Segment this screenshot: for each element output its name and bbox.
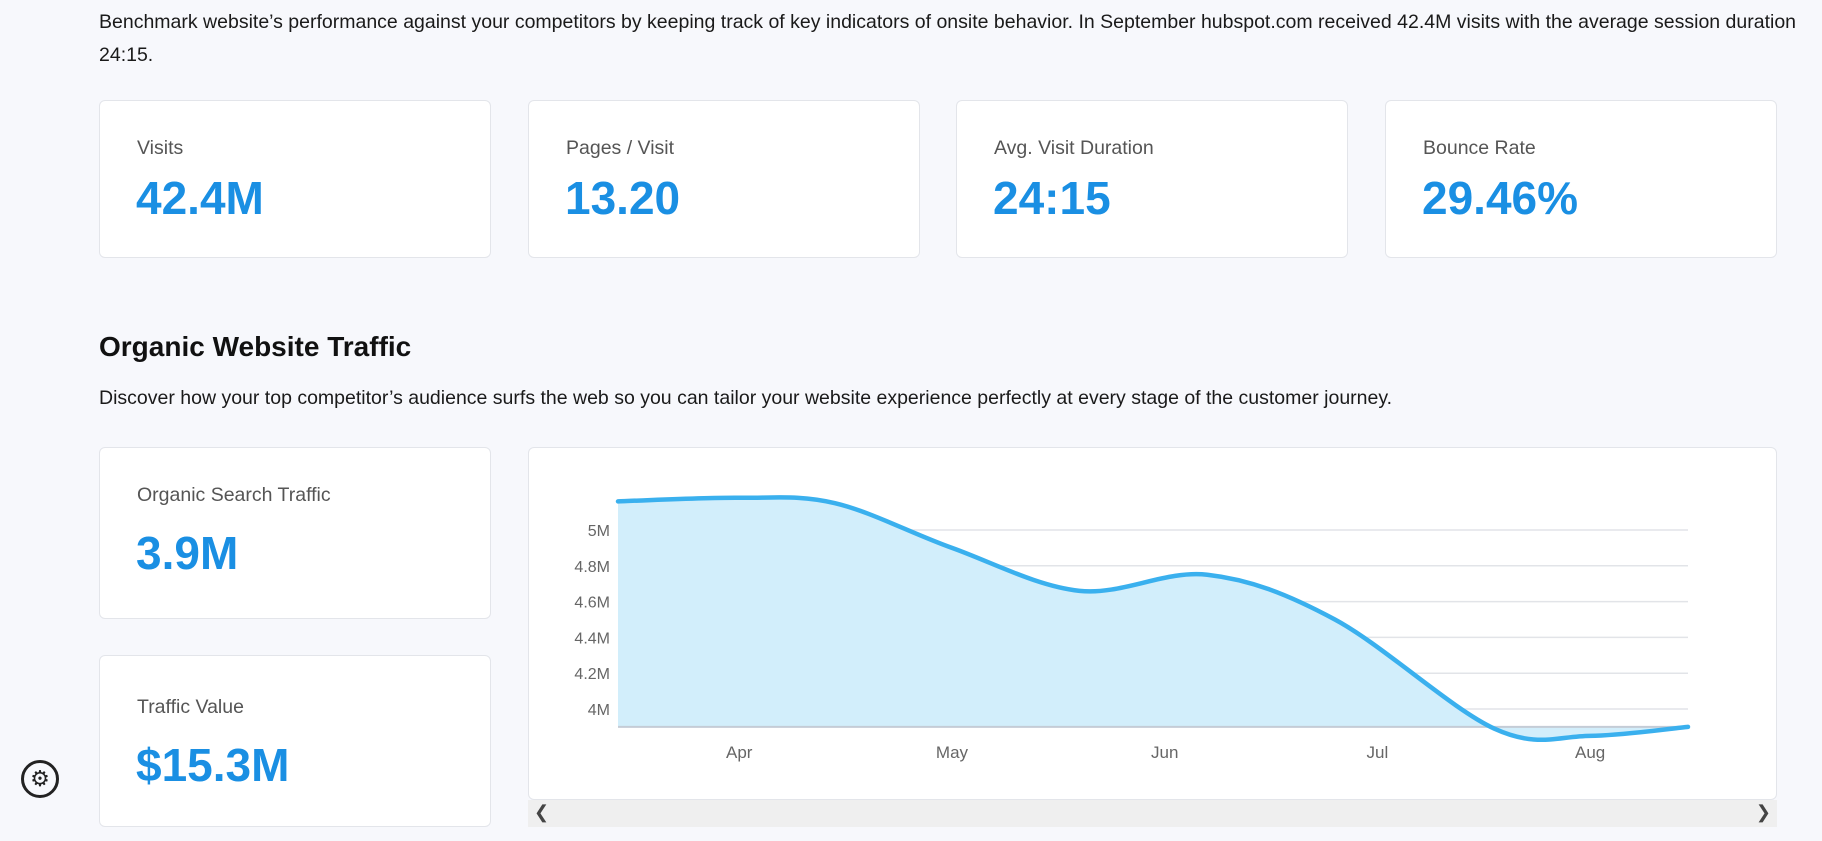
section-description: Discover how your top competitor’s audie… — [99, 387, 1393, 409]
organic-traffic-chart-card: 4M 4.2M 4.4M 4.6M 4.8M 5M Apr May Jun Jul Aug — [528, 447, 1777, 800]
metric-value: 13.20 — [565, 172, 681, 224]
metric-value: $15.3M — [136, 739, 290, 791]
area-fill — [618, 497, 1688, 740]
scroll-right-arrow-icon[interactable]: ❯ — [1755, 802, 1771, 822]
x-tick-label: May — [936, 743, 969, 762]
metric-label: Visits — [137, 137, 184, 159]
metric-label: Pages / Visit — [566, 137, 675, 159]
traffic-value-card: Traffic Value $15.3M — [99, 655, 491, 827]
metric-value: 24:15 — [993, 172, 1111, 224]
metric-label: Organic Search Traffic — [137, 484, 331, 506]
y-tick-label: 5M — [588, 523, 610, 540]
y-tick-label: 4.6M — [574, 595, 610, 612]
metric-value: 3.9M — [136, 527, 239, 579]
metric-label: Bounce Rate — [1423, 137, 1536, 159]
intro-text: Benchmark website’s performance against … — [99, 11, 1797, 66]
organic-traffic-chart: 4M 4.2M 4.4M 4.6M 4.8M 5M Apr May Jun Jul Aug — [574, 495, 1691, 762]
metric-value: 42.4M — [136, 172, 264, 224]
scroll-left-arrow-icon[interactable]: ❮ — [534, 802, 550, 822]
metric-card-avg-visit-duration: Avg. Visit Duration 24:15 — [956, 100, 1348, 258]
section-title: Organic Website Traffic — [99, 331, 412, 362]
metric-card-pages-per-visit: Pages / Visit 13.20 — [528, 100, 920, 258]
x-tick-label: Jul — [1367, 743, 1389, 762]
metric-value: 29.46% — [1422, 172, 1579, 224]
metric-card-visits: Visits 42.4M — [99, 100, 491, 258]
y-tick-label: 4.8M — [574, 559, 610, 576]
x-tick-label: Jun — [1151, 743, 1178, 762]
x-tick-label: Aug — [1575, 743, 1605, 762]
x-tick-label: Apr — [726, 743, 753, 762]
organic-search-traffic-card: Organic Search Traffic 3.9M — [99, 447, 491, 619]
y-tick-label: 4.4M — [574, 630, 610, 647]
series-line — [615, 495, 1691, 743]
chart-scrollbar[interactable]: ❮ ❯ — [528, 800, 1777, 827]
metric-card-bounce-rate: Bounce Rate 29.46% — [1385, 100, 1777, 258]
y-tick-label: 4M — [588, 702, 610, 719]
metric-label: Traffic Value — [137, 696, 244, 718]
y-tick-label: 4.2M — [574, 666, 610, 683]
gear-icon[interactable]: ⚙ — [21, 760, 59, 798]
metric-label: Avg. Visit Duration — [994, 137, 1154, 159]
